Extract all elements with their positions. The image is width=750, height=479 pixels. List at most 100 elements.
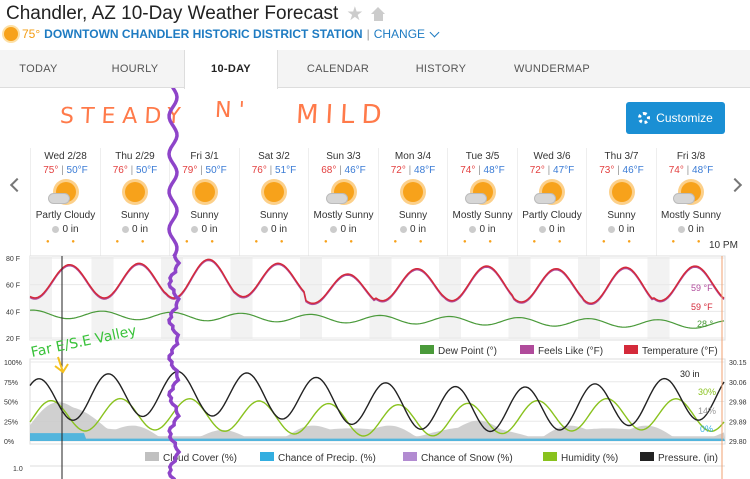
day-precip: 0 in bbox=[240, 224, 309, 235]
legend-temp-swatch bbox=[624, 345, 638, 354]
day-card[interactable]: Fri 3/8 74° | 48°F Mostly Sunny 0 in ● ● bbox=[655, 148, 726, 256]
legend-feels-swatch bbox=[520, 345, 534, 354]
bottom-axis-tick: 1.0 bbox=[13, 466, 23, 473]
night-band bbox=[300, 256, 322, 340]
day-low: 50°F bbox=[205, 165, 227, 176]
legend-cloud-swatch bbox=[145, 452, 159, 461]
legend-pressure-swatch bbox=[640, 452, 654, 461]
day-high: 74° bbox=[668, 165, 684, 176]
tab-calendar[interactable]: CALENDAR bbox=[306, 63, 370, 75]
day-condition: Sunny bbox=[607, 210, 636, 221]
prev-days-chevron-icon[interactable] bbox=[9, 177, 25, 193]
day-card[interactable]: Wed 3/6 72° | 47°F Partly Cloudy 0 in ● ● bbox=[516, 148, 587, 256]
sunny-icon bbox=[256, 178, 292, 208]
temperature-gridlines bbox=[30, 257, 725, 339]
tab-hourly[interactable]: HOURLY bbox=[111, 63, 159, 75]
day-card[interactable]: Tue 3/5 74° | 48°F Mostly Sunny 0 in ● ● bbox=[447, 148, 517, 256]
tab-today[interactable]: TODAY bbox=[19, 63, 58, 75]
tab-wundermap[interactable]: WUNDERMAP bbox=[513, 63, 591, 75]
day-precip-amount: 0 in bbox=[62, 224, 79, 235]
sun-phase-icon: ● ● bbox=[463, 239, 502, 245]
temp-separator: | bbox=[683, 165, 693, 176]
annotation-mild: MILD bbox=[295, 100, 390, 130]
annotation-squiggle-path bbox=[167, 88, 179, 256]
night-band bbox=[439, 256, 461, 340]
humidity-value: 30% bbox=[698, 387, 716, 397]
day-card[interactable]: Thu 2/29 76° | 50°F Sunny 0 in ● ● bbox=[99, 148, 170, 256]
day-cards: Wed 2/28 75° | 50°F Partly Cloudy 0 in ● ● Th… bbox=[30, 148, 725, 256]
night-band bbox=[369, 256, 392, 340]
day-low: 50°F bbox=[136, 165, 158, 176]
day-precip-amount: 0 in bbox=[340, 224, 357, 235]
chevron-down-icon[interactable] bbox=[429, 27, 440, 37]
day-date: Wed 3/6 bbox=[533, 151, 571, 162]
tab-history[interactable]: HISTORY bbox=[415, 63, 467, 75]
pressure-tick-label: 29.89 bbox=[729, 419, 747, 426]
current-sun-icon bbox=[4, 27, 18, 41]
pressure-value: 30 in bbox=[680, 369, 700, 379]
customize-button[interactable]: Customize bbox=[626, 102, 725, 134]
day-high: 68° bbox=[321, 165, 337, 176]
day-low: 46°F bbox=[622, 165, 644, 176]
sun-phase-icon: ● ● bbox=[532, 239, 572, 245]
day-date: Wed 2/28 bbox=[44, 151, 87, 162]
cloud-cover-value: 14% bbox=[698, 406, 716, 416]
precip-value: 0% bbox=[700, 424, 713, 434]
day-condition: Sunny bbox=[259, 210, 289, 221]
temp-separator: | bbox=[197, 165, 206, 176]
day-card[interactable]: Wed 2/28 75° | 50°F Partly Cloudy 0 in ● ● bbox=[30, 148, 100, 256]
sun-phase-icon: ● ● bbox=[185, 239, 224, 245]
sun-phase-icon: ● ● bbox=[602, 239, 641, 245]
day-card[interactable]: Mon 3/4 72° | 48°F Sunny 0 in ● ● bbox=[377, 148, 448, 256]
customize-label: Customize bbox=[656, 111, 713, 125]
temp-separator: | bbox=[266, 165, 276, 176]
legend-snow: Chance of Snow (%) bbox=[421, 453, 513, 464]
pressure-line bbox=[29, 370, 725, 433]
time-label: 10 PM bbox=[709, 240, 738, 251]
page-title: Chandler, AZ 10-Day Weather Forecast bbox=[6, 3, 339, 24]
day-precip: 0 in bbox=[379, 224, 448, 235]
y-tick-label: 60 F bbox=[6, 283, 20, 290]
legend-pressure: Pressure. (in) bbox=[658, 453, 718, 464]
y-tick-label: 40 F bbox=[6, 309, 20, 316]
day-temps: 79° | 50°F bbox=[170, 165, 239, 176]
station-row: 75° DOWNTOWN CHANDLER HISTORIC DISTRICT … bbox=[4, 26, 440, 42]
day-low: 46°F bbox=[344, 165, 366, 176]
day-date: Fri 3/1 bbox=[190, 151, 219, 162]
raindrop-icon bbox=[538, 226, 546, 233]
day-precip-amount: 0 in bbox=[687, 224, 705, 235]
temp-separator: | bbox=[58, 165, 67, 176]
dew-point-value: 28 ° bbox=[697, 319, 714, 329]
partly-cloudy-icon bbox=[47, 178, 84, 208]
favorite-star-icon[interactable]: ★ bbox=[346, 3, 364, 25]
temperature-legend: Dew Point (°) Feels Like (°F) Temperatur… bbox=[420, 345, 718, 357]
day-card[interactable]: Fri 3/1 79° | 50°F Sunny 0 in ● ● bbox=[169, 148, 239, 256]
day-card[interactable]: Sun 3/3 68° | 46°F Mostly Sunny 0 in ● ● bbox=[308, 148, 378, 256]
day-condition: Sunny bbox=[190, 210, 219, 221]
pressure-tick-label: 30.06 bbox=[729, 380, 747, 387]
day-high: 72° bbox=[390, 165, 406, 176]
change-station-link[interactable]: CHANGE bbox=[373, 27, 426, 41]
day-precip: 0 in bbox=[170, 224, 239, 235]
mostly-sunny-icon bbox=[325, 178, 362, 208]
day-card[interactable]: Thu 3/7 73° | 46°F Sunny 0 in ● ● bbox=[586, 148, 656, 256]
dew-point-line bbox=[29, 309, 725, 329]
home-icon[interactable] bbox=[371, 7, 386, 21]
y-tick-label: 100% bbox=[4, 360, 22, 367]
current-temp: 75° bbox=[22, 27, 41, 41]
day-condition: Mostly Sunny bbox=[660, 210, 722, 221]
day-precip-amount: 0 in bbox=[270, 224, 288, 235]
tab-10-day[interactable]: 10-DAY bbox=[184, 50, 278, 89]
next-days-chevron-icon[interactable] bbox=[727, 177, 743, 193]
annotation-arrow bbox=[54, 356, 69, 374]
day-temps: 68° | 46°F bbox=[309, 165, 378, 176]
forecast-chart: 80 F 60 F 40 F 20 F 59 °F 59 °F 28 ° Dew Po… bbox=[4, 254, 747, 479]
day-precip-amount: 0 in bbox=[479, 224, 496, 235]
annotation-squiggle-upper bbox=[167, 88, 179, 256]
day-condition: Partly Cloudy bbox=[35, 210, 96, 221]
station-link[interactable]: DOWNTOWN CHANDLER HISTORIC DISTRICT STAT… bbox=[44, 27, 363, 41]
pressure-tick-label: 29.80 bbox=[729, 439, 747, 446]
pressure-tick-label: 29.98 bbox=[729, 400, 747, 407]
raindrop-icon bbox=[121, 226, 129, 233]
day-card[interactable]: Sat 3/2 76° | 51°F Sunny 0 in ● ● bbox=[238, 148, 309, 256]
